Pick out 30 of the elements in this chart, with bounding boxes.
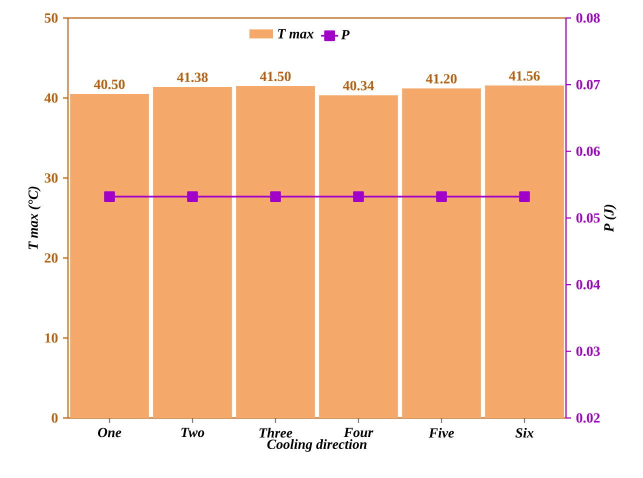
x-tick-label: Five	[428, 428, 454, 438]
x-tick-label: One	[98, 428, 122, 438]
y-tick-label: 0	[52, 413, 58, 423]
x-tick-label: Four	[344, 428, 374, 438]
data-label: 41.38	[177, 72, 208, 82]
y-tick-label: 30	[44, 173, 58, 183]
x-tick-label: Six	[515, 428, 534, 438]
y-axis-title: T max (°C)	[28, 186, 41, 250]
data-label: 40.34	[343, 80, 374, 90]
y2-tick-label: 0.08	[576, 13, 600, 23]
y2-tick-label: 0.04	[576, 280, 600, 290]
x-tick-label: Three	[259, 428, 292, 438]
y-tick-label: 10	[45, 333, 58, 343]
x-tick-label: Two	[181, 428, 204, 438]
y-tick-label: 50	[44, 13, 58, 23]
legend-label: T max	[278, 29, 314, 38]
data-label: 41.50	[260, 72, 291, 82]
y2-tick-label: 0.06	[576, 146, 600, 156]
y2-axis-title: P (J)	[604, 204, 616, 232]
y2-tick-label: 0.03	[576, 346, 600, 356]
data-label: 40.50	[94, 80, 125, 90]
legend-label: P	[340, 30, 350, 40]
y2-tick-label: 0.02	[576, 413, 600, 423]
y-tick-label: 20	[44, 253, 58, 263]
y2-tick-label: 0.07	[576, 80, 600, 90]
x-axis-title: Cooling direction	[267, 439, 367, 452]
y2-tick-label: 0.05	[576, 213, 600, 223]
data-label: 41.20	[426, 74, 457, 84]
y-tick-label: 40	[44, 93, 58, 103]
data-label: 41.56	[508, 71, 540, 81]
